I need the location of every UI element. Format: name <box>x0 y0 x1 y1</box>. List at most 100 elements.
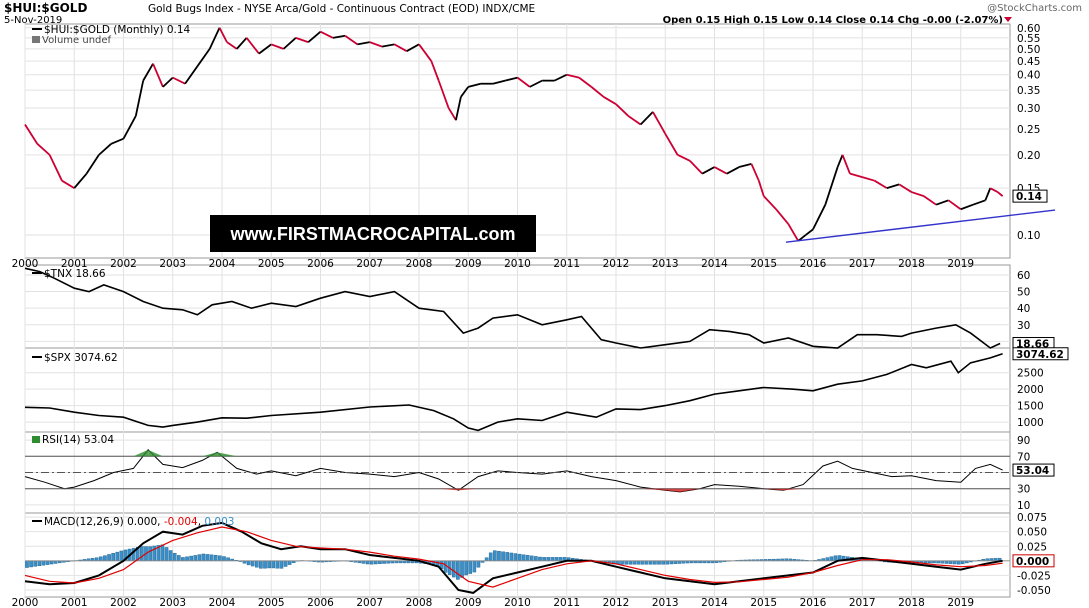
macd-histogram-bar <box>201 553 206 562</box>
y-tick-label: 0.20 <box>1017 150 1040 162</box>
price-segment <box>578 76 592 88</box>
price-segment <box>320 30 334 39</box>
macd-histogram-bar <box>226 557 230 562</box>
macd-histogram-bar <box>25 560 29 568</box>
price-segment <box>726 166 740 175</box>
year-label-top: 2002 <box>110 258 137 270</box>
macd-histogram-bar <box>218 555 222 562</box>
macd-histogram-bar <box>554 557 559 562</box>
macd-histogram-bar <box>952 560 957 565</box>
price-segment <box>236 37 248 50</box>
macd-histogram-bar <box>661 560 665 565</box>
price-segment <box>812 204 827 230</box>
macd-histogram-bar <box>632 560 637 565</box>
price-segment <box>393 43 408 53</box>
macd-histogram-bar <box>558 557 563 562</box>
price-segment <box>468 82 481 88</box>
y-tick-label: 30 <box>1017 320 1030 332</box>
year-label-bottom: 2003 <box>159 597 186 608</box>
series-line-0 <box>24 449 1003 493</box>
price-segment <box>738 163 752 168</box>
price-segment <box>184 65 199 85</box>
price-segment <box>714 166 728 175</box>
price-segment <box>369 41 383 48</box>
header-description: Gold Bugs Index - NYSE Arca/Gold - Conti… <box>148 3 535 15</box>
watermark-box <box>210 215 536 252</box>
macd-histogram-bar <box>189 555 193 562</box>
year-label-top: 2006 <box>307 258 334 270</box>
year-label-top: 2015 <box>750 258 777 270</box>
y-tick-label: 2000 <box>1017 384 1044 396</box>
price-segment <box>862 176 875 182</box>
series-line-0 <box>24 521 1003 594</box>
macd-histogram-bar <box>49 560 54 565</box>
price-segment <box>652 111 667 135</box>
price-segment <box>447 107 457 121</box>
price-segment <box>664 133 679 156</box>
header-symbol: $HUI:$GOLD <box>4 1 87 15</box>
watermark-text: www.FIRSTMACROCAPITAL.com <box>230 224 516 244</box>
year-label-top: 2018 <box>898 258 925 270</box>
price-segment <box>460 86 469 98</box>
macd-histogram-bar <box>501 551 505 562</box>
year-label-top: 2010 <box>504 258 531 270</box>
price-segment <box>282 37 297 50</box>
macd-histogram-bar <box>521 554 526 562</box>
y-tick-label: 1000 <box>1017 417 1044 429</box>
y-tick-label: 0.10 <box>1017 230 1040 242</box>
macd-histogram-bar <box>107 554 111 562</box>
macd-histogram-bar <box>255 560 259 568</box>
macd-histogram-bar <box>115 551 120 562</box>
year-label-bottom: 2001 <box>61 597 88 608</box>
macd-histogram-bar <box>94 557 99 562</box>
price-segment <box>122 115 137 140</box>
macd-histogram-bar <box>140 546 144 562</box>
macd-histogram-bar <box>382 560 386 564</box>
y-tick-label: 60 <box>1017 270 1030 282</box>
price-segment <box>554 73 568 82</box>
price-segment <box>639 111 654 126</box>
rsi-oversold-fill <box>640 488 666 491</box>
macd-histogram-bar <box>534 556 538 562</box>
macd-histogram-bar <box>213 555 218 562</box>
macd-histogram-bar <box>669 560 674 565</box>
macd-histogram-bar <box>267 560 271 569</box>
macd-histogram-bar <box>509 552 514 562</box>
year-label-top: 2014 <box>701 258 728 270</box>
macd-histogram-bar <box>956 560 961 565</box>
price-segment <box>787 223 800 242</box>
macd-histogram-bar <box>283 560 288 567</box>
macd-histogram-bar <box>653 560 657 565</box>
macd-histogram-bar <box>452 560 456 578</box>
y-tick-label: 1500 <box>1017 401 1044 413</box>
price-segment <box>98 143 112 156</box>
year-label-top: 2016 <box>800 258 827 270</box>
price-segment <box>492 79 506 85</box>
year-label-bottom: 2007 <box>356 597 383 608</box>
macd-histogram-bar <box>484 557 489 562</box>
price-segment <box>307 31 322 43</box>
price-segment <box>886 183 900 190</box>
price-segment <box>677 154 691 162</box>
macd-histogram-bar <box>119 550 124 562</box>
price-segment <box>689 160 703 175</box>
y-tick-label: 0.55 <box>1017 33 1040 45</box>
macd-histogram-bar <box>193 555 198 562</box>
macd-histogram-bar <box>673 560 678 564</box>
price-segment <box>437 80 450 109</box>
price-segment <box>196 48 211 67</box>
year-label-top: 2019 <box>947 258 974 270</box>
spx-legend: $SPX 3074.62 <box>44 352 118 364</box>
y-tick-label: 70 <box>1017 451 1030 463</box>
y-tick-label: 2500 <box>1017 368 1044 380</box>
price-segment <box>357 41 370 46</box>
macd-histogram-bar <box>628 560 633 565</box>
x-axis-bottom: 2000 2001 2002 2003 2004 2005 2006 2007 2008 2009… <box>12 597 974 608</box>
rsi-oversold-fill <box>665 488 681 492</box>
price-segment <box>947 199 962 210</box>
macd-histogram-bar <box>620 560 624 565</box>
year-label-bottom: 2014 <box>701 597 728 608</box>
price-segment <box>208 27 221 50</box>
y-tick-label: 0.40 <box>1017 70 1040 82</box>
